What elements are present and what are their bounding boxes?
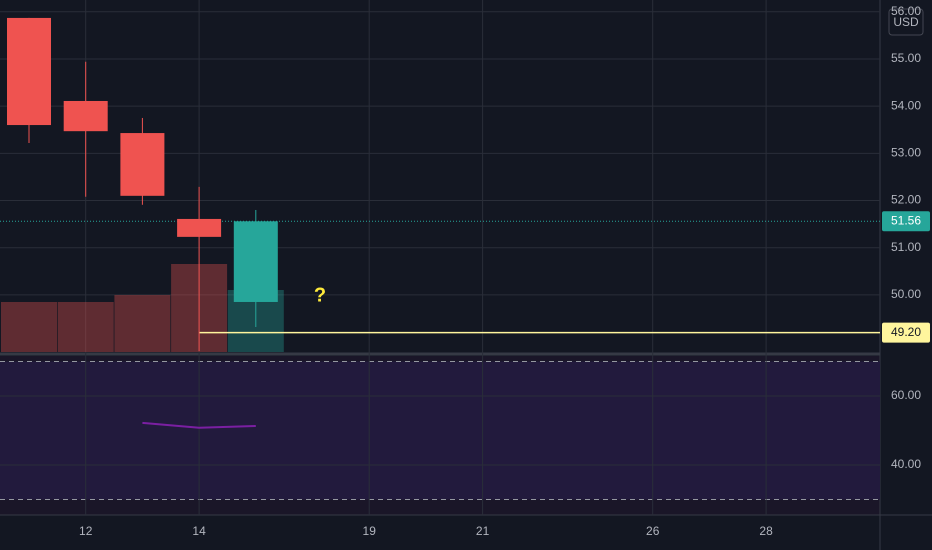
- volume-bar: [1, 302, 57, 352]
- rsi-line: [142, 421, 256, 429]
- y-tick-label: 56.00: [891, 4, 921, 18]
- x-tick-label: 14: [192, 524, 206, 538]
- x-tick-label: 28: [759, 524, 773, 538]
- y-tick-label: 51.00: [891, 240, 921, 254]
- last-price-label: 51.56: [891, 213, 921, 227]
- volume-bar: [57, 302, 114, 352]
- annotation: ?: [314, 284, 326, 306]
- rsi-band: [0, 361, 880, 500]
- currency-label: USD: [893, 15, 919, 29]
- rsi-tick-label: 60.00: [891, 388, 921, 402]
- rsi-tick-label: 40.00: [891, 457, 921, 471]
- y-tick-label: 53.00: [891, 146, 921, 160]
- candle-body: [7, 17, 51, 126]
- currency-badge[interactable]: [888, 8, 924, 36]
- y-tick-label: 54.00: [891, 98, 921, 112]
- last-price-tag: [882, 211, 930, 232]
- x-tick-label: 12: [79, 524, 93, 538]
- x-tick-label: 26: [646, 524, 660, 538]
- x-tick-label: 21: [476, 524, 490, 538]
- level-label: 49.20: [891, 325, 921, 339]
- y-tick-label: 50.00: [891, 287, 921, 301]
- y-tick-label: 55.00: [891, 51, 921, 65]
- volume-bar: [114, 295, 171, 352]
- candle-body: [233, 221, 278, 302]
- x-tick-label: 19: [363, 524, 377, 538]
- y-tick-label: 52.00: [891, 193, 921, 207]
- candle-body: [177, 218, 222, 237]
- candle-body: [120, 133, 165, 196]
- candle-body: [63, 100, 108, 132]
- level-tag: [882, 322, 930, 343]
